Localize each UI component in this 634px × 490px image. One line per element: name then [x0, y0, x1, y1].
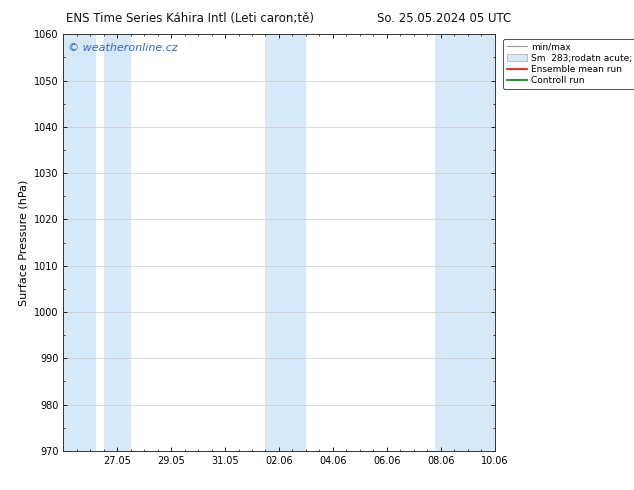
Y-axis label: Surface Pressure (hPa): Surface Pressure (hPa): [18, 179, 29, 306]
Text: So. 25.05.2024 05 UTC: So. 25.05.2024 05 UTC: [377, 12, 511, 25]
Bar: [266, 34, 306, 451]
Bar: [63, 34, 96, 451]
Bar: [435, 34, 495, 451]
Text: © weatheronline.cz: © weatheronline.cz: [68, 43, 178, 52]
Legend: min/max, Sm  283;rodatn acute; odchylka, Ensemble mean run, Controll run: min/max, Sm 283;rodatn acute; odchylka, …: [503, 39, 634, 89]
Text: ENS Time Series Káhira Intl (Leti caron;tě): ENS Time Series Káhira Intl (Leti caron;…: [66, 12, 314, 25]
Bar: [104, 34, 131, 451]
